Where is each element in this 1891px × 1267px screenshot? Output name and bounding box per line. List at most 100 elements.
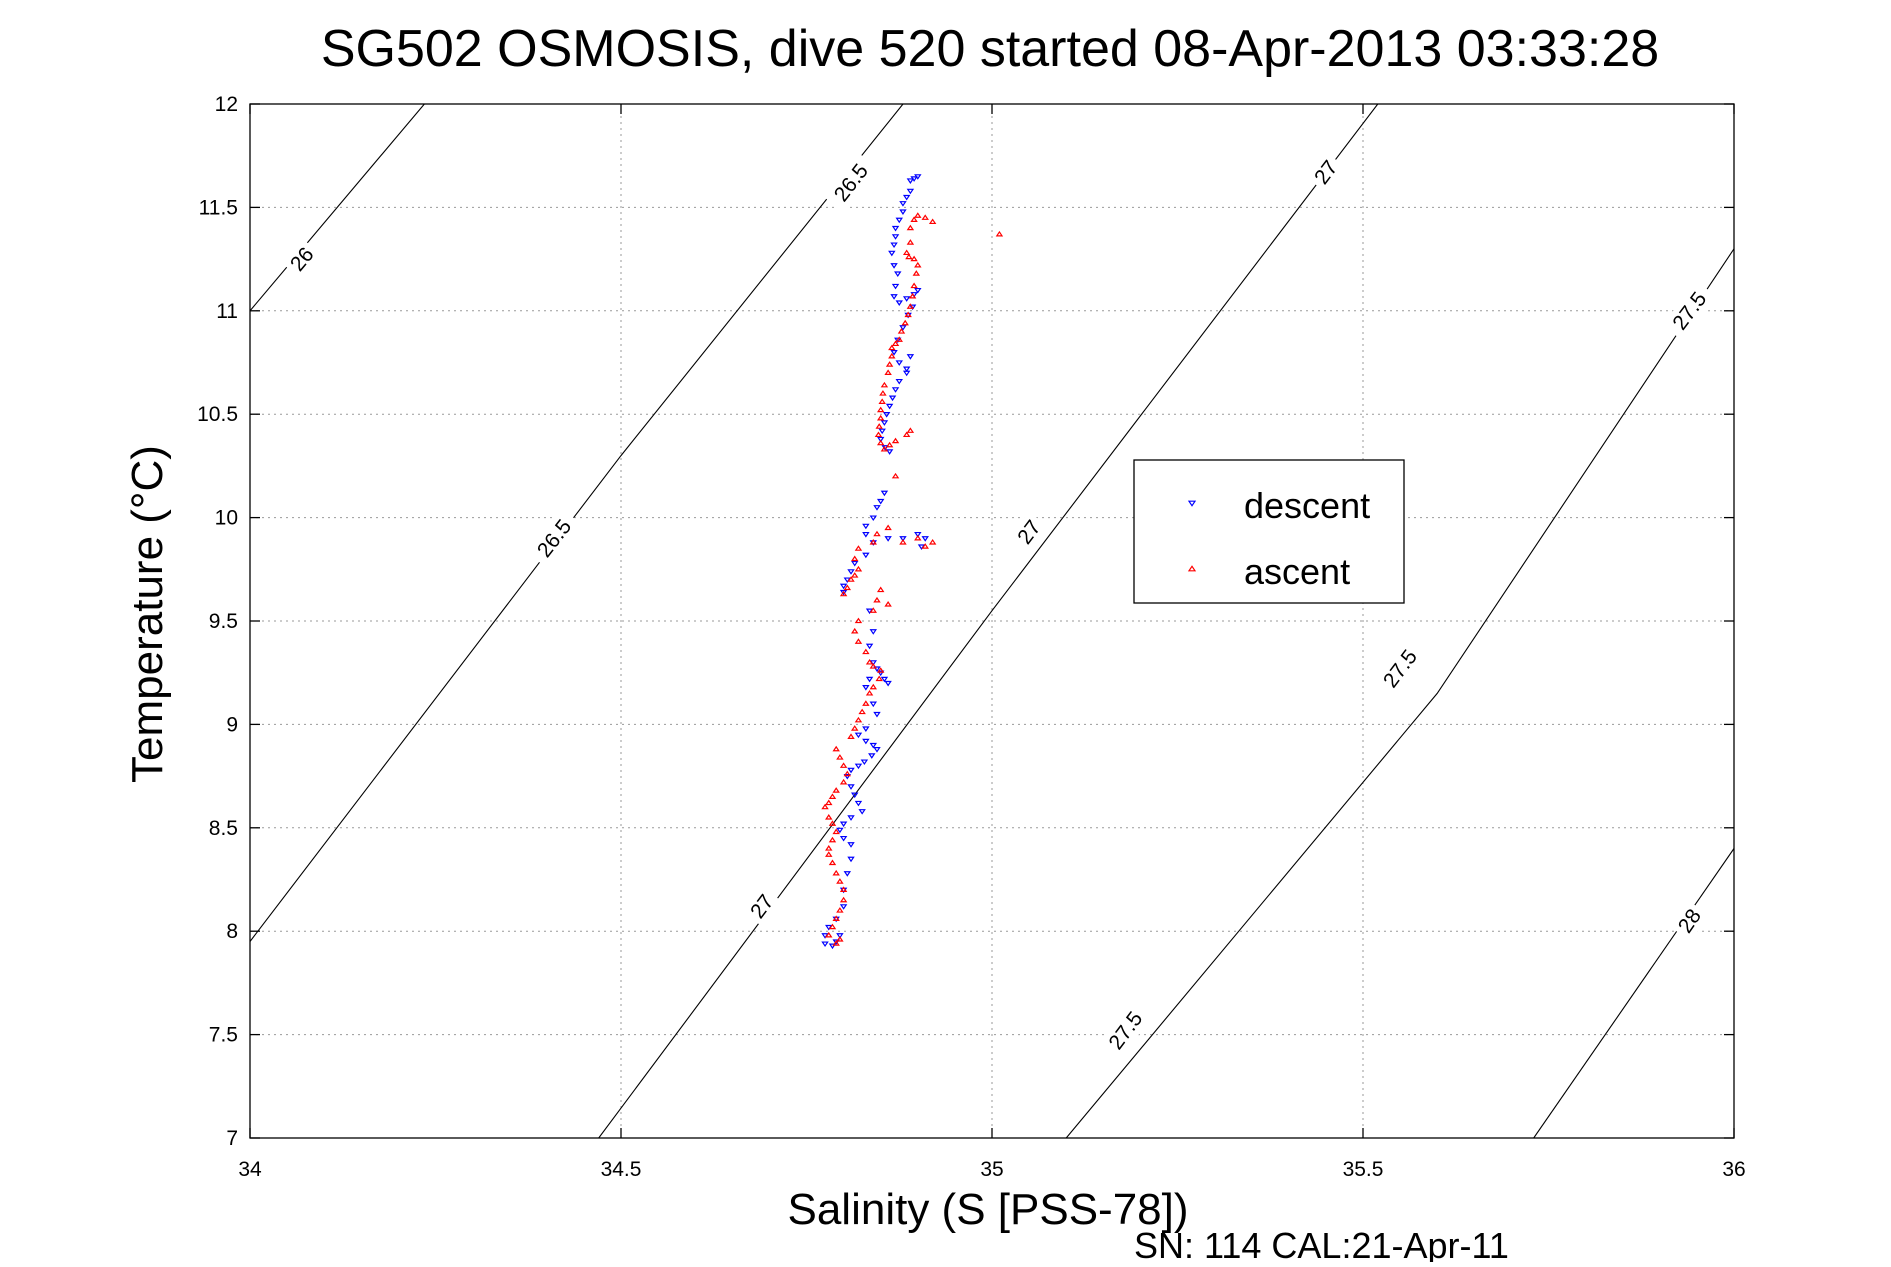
ascent-point: [873, 596, 881, 603]
contour-label-bg: [281, 238, 323, 280]
ascent-point: [869, 663, 878, 669]
y-tick-label: 7.5: [209, 1024, 238, 1047]
descent-point: [899, 209, 907, 215]
descent-point: [862, 738, 870, 745]
descent-point: [862, 726, 870, 732]
descent-point: [902, 194, 911, 201]
ascent-point: [891, 340, 900, 347]
ascent-point: [854, 617, 863, 624]
descent-point: [869, 742, 878, 749]
descent-point: [843, 871, 852, 877]
ascent-point: [836, 878, 844, 884]
ascent-point: [832, 787, 840, 793]
descent-point: [894, 337, 902, 344]
ascent-point: [862, 700, 870, 706]
ascent-point: [914, 534, 922, 541]
ascent-point: [839, 886, 848, 893]
ascent-point: [832, 940, 840, 946]
descent-point: [914, 531, 922, 538]
ascent-point: [897, 328, 906, 334]
descent-point: [854, 732, 863, 739]
ascent-point: [876, 667, 885, 673]
descent-point: [854, 800, 863, 807]
descent-point: [843, 773, 852, 780]
descent-point: [890, 350, 898, 356]
legend-marker-descent: [1187, 500, 1197, 507]
descent-point: [836, 827, 844, 834]
contour-line-27.5: [1065, 248, 1734, 1138]
descent-point: [865, 676, 874, 683]
descent-point: [876, 498, 885, 505]
ascent-point: [851, 555, 859, 562]
descent-point: [858, 809, 866, 815]
ascent-point: [910, 216, 918, 222]
ascent-point: [843, 770, 852, 777]
y-tick-label: 10.5: [197, 403, 238, 426]
descent-point: [847, 856, 855, 863]
descent-point: [884, 536, 892, 542]
descent-point: [902, 366, 911, 373]
ascent-point: [884, 369, 892, 375]
contour-label-bg: [1098, 1000, 1153, 1061]
descent-point: [880, 676, 889, 683]
data-series: [821, 174, 1004, 950]
ascent-point: [865, 689, 874, 696]
contour-label-bg: [1669, 900, 1710, 942]
ascent-point: [876, 586, 885, 593]
descent-point: [891, 225, 900, 232]
contour-line-26.5: [250, 104, 904, 942]
ascent-point: [928, 538, 937, 545]
descent-point: [869, 701, 878, 708]
ascent-point: [901, 319, 909, 326]
ascent-point: [891, 437, 900, 444]
contour-label: 26: [286, 243, 319, 276]
ascent-point: [899, 538, 907, 545]
ascent-point: [869, 607, 878, 613]
ascent-point: [828, 793, 837, 799]
descent-point: [899, 201, 907, 207]
ascent-point: [825, 851, 833, 857]
ascent-point: [873, 530, 881, 537]
legend-label-ascent: ascent: [1244, 551, 1350, 592]
descent-point: [899, 325, 907, 331]
descent-point: [902, 370, 911, 377]
ascent-point: [836, 754, 844, 760]
descent-point: [890, 242, 898, 249]
descent-point: [873, 747, 881, 753]
x-tick-label: 34.5: [601, 1158, 642, 1181]
ascent-point: [888, 344, 896, 351]
descent-point: [839, 821, 848, 828]
descent-point: [895, 378, 903, 385]
ascent-point: [858, 708, 866, 715]
y-tick-label: 7: [226, 1127, 238, 1150]
legend-label-descent: descent: [1244, 485, 1370, 526]
ascent-point: [880, 445, 889, 452]
descent-point: [839, 904, 848, 910]
contour-label-bg: [1372, 638, 1428, 699]
y-tick-label: 8.5: [209, 817, 238, 840]
ascent-point: [906, 427, 915, 433]
descent-point: [854, 763, 863, 770]
descent-point: [894, 271, 902, 277]
y-tick-label: 9: [226, 713, 238, 736]
ascent-point: [884, 524, 892, 531]
descent-point: [869, 629, 878, 635]
descent-point: [908, 304, 917, 311]
ascent-point: [885, 361, 894, 367]
ascent-point: [874, 431, 883, 438]
series-descent: [821, 174, 929, 950]
ascent-point: [885, 441, 894, 448]
ascent-point: [832, 915, 840, 921]
descent-point: [832, 939, 840, 945]
ascent-point: [928, 218, 937, 225]
chart-title: SG502 OSMOSIS, dive 520 started 08-Apr-2…: [321, 20, 1659, 78]
x-axis-title: Salinity (S [PSS-78]): [787, 1185, 1188, 1234]
ascent-point: [825, 799, 833, 806]
descent-point: [862, 552, 870, 559]
descent-point: [828, 943, 837, 950]
ascent-point: [906, 239, 915, 245]
ascent-point: [865, 658, 874, 665]
ascent-point: [821, 803, 829, 810]
ascent-point: [828, 923, 837, 930]
